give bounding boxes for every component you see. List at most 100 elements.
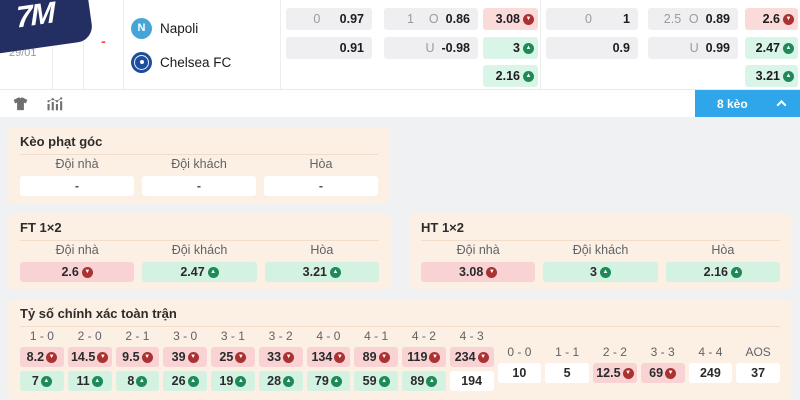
- score-odds-bottom[interactable]: 194: [449, 371, 494, 391]
- score-odds[interactable]: 37: [736, 363, 780, 383]
- odds-value: -0.98: [441, 41, 471, 55]
- odds-value: 2.6: [61, 265, 79, 279]
- trend-up-icon: ▲: [523, 42, 534, 54]
- score-odds-bottom[interactable]: 79 ▲: [306, 371, 351, 391]
- brand-logo[interactable]: 7M: [0, 0, 94, 56]
- score-odds-top[interactable]: 14.5 ▼: [67, 347, 112, 367]
- b2-overunder-row2[interactable]: U 0.99: [648, 37, 738, 59]
- score-label: 3 - 0: [173, 329, 198, 343]
- score-odds-top[interactable]: 134 ▼: [306, 347, 351, 367]
- score-label: 4 - 3: [459, 329, 484, 343]
- ft-away-odds[interactable]: 2.47 ▲: [142, 262, 257, 282]
- odds-value: 134: [311, 350, 333, 364]
- b1-1x2-away[interactable]: 3 ▲: [483, 37, 538, 59]
- b1-overunder-row1[interactable]: 1 O 0.86: [384, 8, 478, 30]
- score-label: 1 - 0: [29, 329, 54, 343]
- odds-value: 2.6: [762, 12, 780, 26]
- score-odds-bottom[interactable]: 59 ▲: [354, 371, 398, 391]
- score-label: 4 - 2: [411, 329, 436, 343]
- chevron-up-icon: [776, 99, 787, 110]
- goal-line: 2.5: [663, 12, 682, 26]
- trend-up-icon: ▲: [523, 70, 534, 82]
- corner-away-odds[interactable]: -: [142, 176, 256, 196]
- score-odds-bottom[interactable]: 19 ▲: [211, 371, 255, 391]
- b1-handicap-row2[interactable]: 0.91: [286, 37, 372, 59]
- b1-overunder-row2[interactable]: U -0.98: [384, 37, 478, 59]
- trend-up-icon: ▲: [783, 42, 794, 54]
- trend-up-icon: ▲: [136, 375, 148, 387]
- trend-down-icon: ▼: [429, 351, 441, 363]
- ht-home-odds[interactable]: 3.08 ▼: [421, 262, 536, 282]
- stats-chart-icon[interactable]: [46, 96, 64, 112]
- header-draw: Hòa: [309, 157, 333, 171]
- score-col-3-2: 3 - 2 33 ▼ 28 ▲: [258, 330, 303, 391]
- score-odds[interactable]: 12.5 ▼: [593, 363, 637, 383]
- score-odds-top[interactable]: 119 ▼: [402, 347, 446, 367]
- b1-handicap-row1[interactable]: 0 0.97: [286, 8, 372, 30]
- b2-overunder-row1[interactable]: 2.5 O 0.89: [648, 8, 738, 30]
- score-odds-bottom[interactable]: 11 ▲: [67, 371, 112, 391]
- score-odds-top[interactable]: 9.5 ▼: [115, 347, 160, 367]
- odds-value: 12.5: [596, 366, 621, 380]
- trend-up-icon: ▲: [283, 375, 295, 387]
- teams-column: N Napoli Chelsea FC: [131, 0, 279, 90]
- score-label: 1 - 1: [555, 345, 580, 359]
- corner-draw-odds[interactable]: -: [264, 176, 378, 196]
- column-divider: [540, 0, 541, 89]
- score-label: 2 - 0: [77, 329, 102, 343]
- ft-home-odds[interactable]: 2.6 ▼: [20, 262, 135, 282]
- match-header: 7M 29/01 - N Napoli Chelsea FC 0 0.97 0.…: [0, 0, 800, 90]
- ht-draw-odds[interactable]: 2.16 ▲: [665, 262, 780, 282]
- score-odds-bottom[interactable]: 28 ▲: [258, 371, 303, 391]
- column-divider: [123, 0, 124, 89]
- b2-1x2-draw[interactable]: 3.21 ▲: [745, 65, 798, 87]
- odds-value: 234: [454, 350, 476, 364]
- odds-value: 3.08: [495, 12, 520, 26]
- score-odds-top[interactable]: 25 ▼: [211, 347, 255, 367]
- b2-1x2-home[interactable]: 2.6 ▼: [745, 8, 798, 30]
- score-odds-bottom[interactable]: 7 ▲: [20, 371, 64, 391]
- b2-handicap-row1[interactable]: 0 1: [546, 8, 638, 30]
- trend-down-icon: ▼: [283, 351, 295, 363]
- b1-1x2-draw[interactable]: 2.16 ▲: [483, 65, 538, 87]
- away-team-row[interactable]: Chelsea FC: [131, 51, 279, 73]
- score-odds[interactable]: 5: [545, 363, 589, 383]
- score-odds-top[interactable]: 89 ▼: [354, 347, 398, 367]
- score-col-4-0: 4 - 0 134 ▼ 79 ▲: [306, 330, 351, 391]
- score-odds-top[interactable]: 39 ▼: [163, 347, 207, 367]
- b2-1x2-away[interactable]: 2.47 ▲: [745, 37, 798, 59]
- score-col-2-1: 2 - 1 9.5 ▼ 8 ▲: [115, 330, 160, 391]
- trend-down-icon: ▼: [235, 351, 247, 363]
- score-odds[interactable]: 69 ▼: [640, 363, 685, 383]
- brand-logo-text: 7M: [15, 0, 55, 35]
- jersey-icon[interactable]: [13, 96, 31, 112]
- home-team-row[interactable]: N Napoli: [131, 17, 279, 39]
- ft-draw-odds[interactable]: 3.21 ▲: [264, 262, 379, 282]
- bet-count-label: 8 kèo: [717, 96, 748, 111]
- score-odds-bottom[interactable]: 26 ▲: [163, 371, 207, 391]
- bet-count-toggle-button[interactable]: 8 kèo: [695, 90, 800, 117]
- odds-value: 0.9: [612, 41, 630, 55]
- goal-line: 1: [406, 12, 414, 26]
- ht-away-odds[interactable]: 3 ▲: [543, 262, 658, 282]
- score-label: 0 - 0: [507, 345, 532, 359]
- handicap-line: 0: [585, 12, 592, 26]
- corner-home-odds[interactable]: -: [20, 176, 134, 196]
- score-col-1-0: 1 - 0 8.2 ▼ 7 ▲: [20, 330, 64, 391]
- score-col-0-0: 0 - 0 10: [497, 330, 542, 391]
- score-odds-bottom[interactable]: 8 ▲: [115, 371, 160, 391]
- trend-up-icon: ▲: [426, 375, 438, 387]
- score-odds[interactable]: 10: [497, 363, 542, 383]
- b1-1x2-home[interactable]: 3.08 ▼: [483, 8, 538, 30]
- score-odds-bottom[interactable]: 89 ▲: [402, 371, 446, 391]
- score-odds-top[interactable]: 33 ▼: [258, 347, 303, 367]
- odds-value: 2.47: [755, 41, 780, 55]
- score-odds-top[interactable]: 8.2 ▼: [20, 347, 64, 367]
- trend-up-icon: ▲: [207, 266, 219, 278]
- odds-value: 0.97: [339, 12, 364, 26]
- column-divider: [280, 0, 281, 89]
- score-odds[interactable]: 249: [688, 363, 733, 383]
- b2-handicap-row2[interactable]: 0.9: [546, 37, 638, 59]
- trend-down-icon: ▼: [46, 351, 58, 363]
- score-odds-top[interactable]: 234 ▼: [449, 347, 494, 367]
